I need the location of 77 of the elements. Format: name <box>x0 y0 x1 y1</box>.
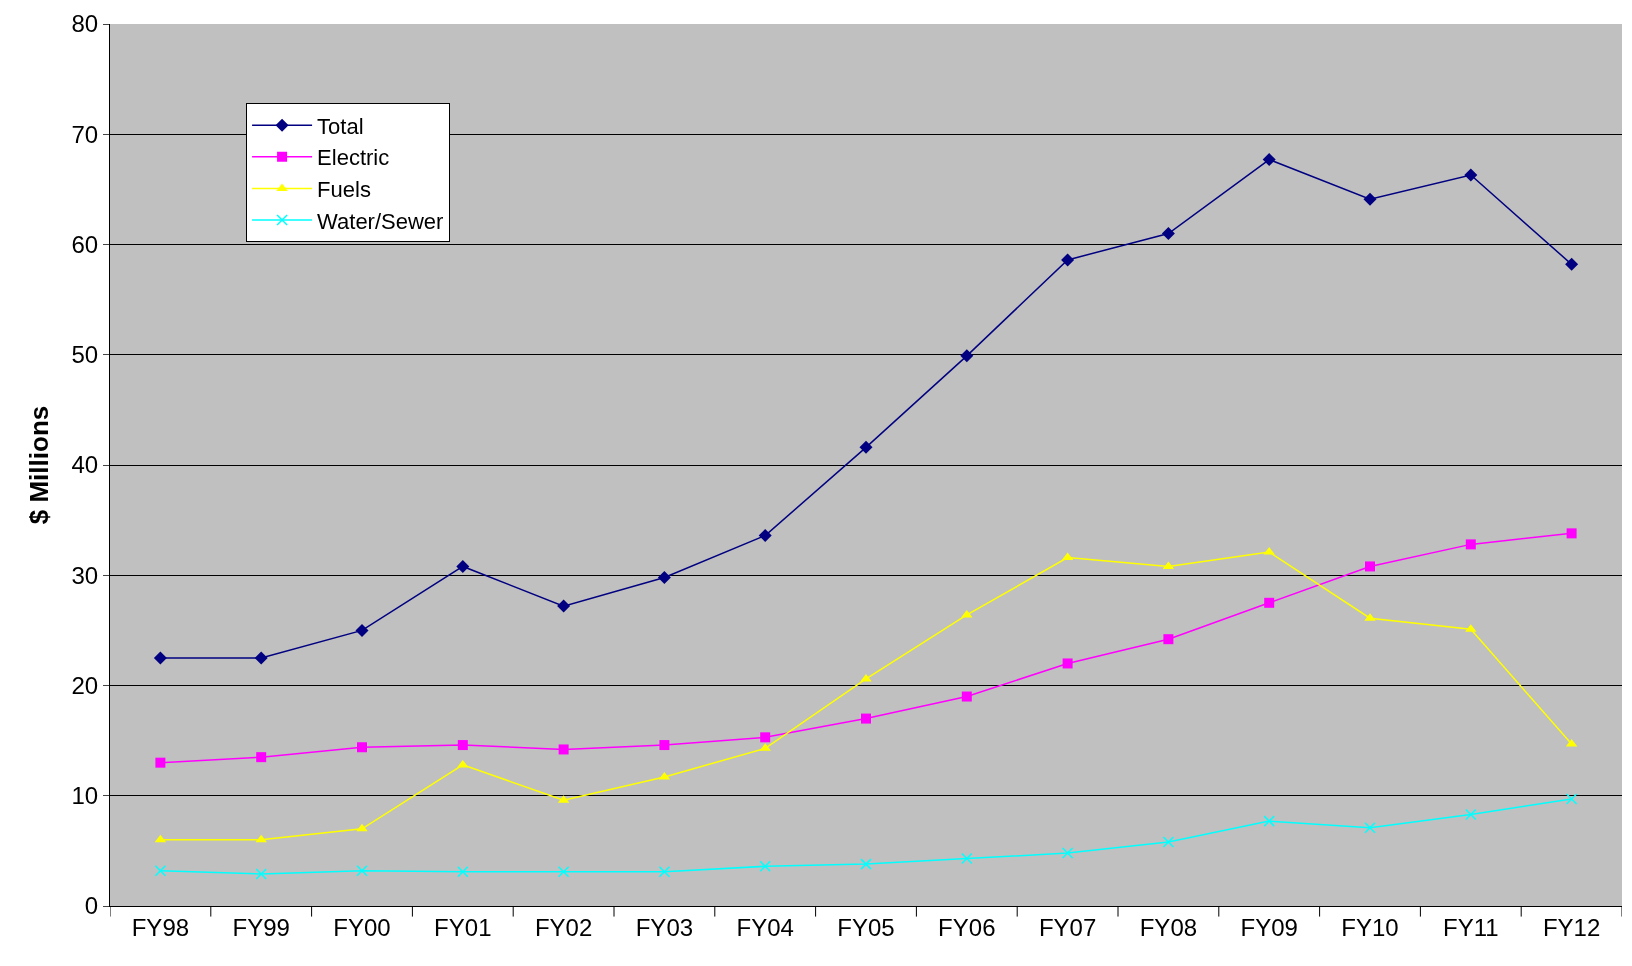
y-tick-label: 0 <box>84 892 99 920</box>
point <box>1464 168 1478 182</box>
y-tick-label: 30 <box>71 561 99 589</box>
x-tick-label: FY12 <box>1542 913 1601 941</box>
point <box>860 858 872 870</box>
point <box>759 860 771 873</box>
x-tick-label: FY08 <box>1139 913 1198 941</box>
point <box>1161 226 1175 240</box>
y-tick-label: 40 <box>71 451 99 479</box>
point <box>356 864 368 877</box>
point <box>658 866 671 878</box>
point <box>457 759 469 768</box>
x-tick-label: FY99 <box>232 913 290 941</box>
point <box>861 713 871 724</box>
point <box>357 742 367 753</box>
point <box>657 570 671 584</box>
point <box>760 732 771 743</box>
point <box>758 529 772 543</box>
y-tick-label: 20 <box>71 671 99 699</box>
x-tick-label: FY07 <box>1038 913 1097 941</box>
x-tick-label: FY06 <box>938 913 996 941</box>
point <box>355 623 369 637</box>
x-tick-label: FY01 <box>434 913 492 941</box>
point <box>254 651 268 665</box>
point <box>1566 528 1577 539</box>
point <box>1163 634 1174 645</box>
point <box>255 868 267 880</box>
legend-label: Water/Sewer <box>317 208 444 234</box>
legend-label: Total <box>317 113 364 139</box>
point <box>1061 847 1074 859</box>
y-axis-title: $ Millions <box>23 405 54 525</box>
point <box>255 834 267 843</box>
point <box>960 349 974 363</box>
point <box>1162 836 1175 848</box>
point <box>1262 153 1276 167</box>
y-tick-label: 70 <box>71 120 99 148</box>
point <box>155 757 166 768</box>
point <box>457 740 468 751</box>
point <box>1061 253 1075 267</box>
point <box>1465 808 1477 821</box>
point <box>558 744 569 755</box>
point <box>1363 192 1377 206</box>
point <box>859 440 873 454</box>
point <box>256 752 267 763</box>
point <box>557 866 570 878</box>
y-tick-label: 60 <box>71 230 99 258</box>
x-tick-label: FY05 <box>837 913 895 941</box>
x-tick-label: FY04 <box>736 913 794 941</box>
point <box>961 691 972 702</box>
x-tick-label: FY11 <box>1443 913 1499 941</box>
point <box>456 559 470 573</box>
legend-label: Electric <box>317 145 390 171</box>
y-tick-label: 50 <box>71 341 99 369</box>
point <box>1565 793 1578 805</box>
x-tick-label: FY10 <box>1341 913 1399 941</box>
x-tick-label: FY02 <box>534 913 593 941</box>
point <box>153 651 167 665</box>
point <box>1062 658 1073 669</box>
x-tick-label: FY09 <box>1240 913 1298 941</box>
x-tick-label: FY00 <box>333 913 391 941</box>
y-tick-label: 80 <box>71 10 99 38</box>
point <box>961 852 973 865</box>
point <box>356 823 368 832</box>
point <box>1263 815 1275 827</box>
point <box>457 866 469 878</box>
point <box>659 740 670 751</box>
point <box>1365 561 1375 572</box>
point <box>1364 821 1376 834</box>
legend-label: Fuels <box>317 176 371 202</box>
y-tick-label: 10 <box>71 782 99 810</box>
x-tick-label: FY03 <box>635 913 694 941</box>
point <box>1565 257 1579 271</box>
point <box>1264 597 1275 608</box>
point <box>557 599 571 613</box>
x-tick-label: FY98 <box>131 913 190 941</box>
point <box>154 864 167 877</box>
point <box>1465 539 1476 550</box>
